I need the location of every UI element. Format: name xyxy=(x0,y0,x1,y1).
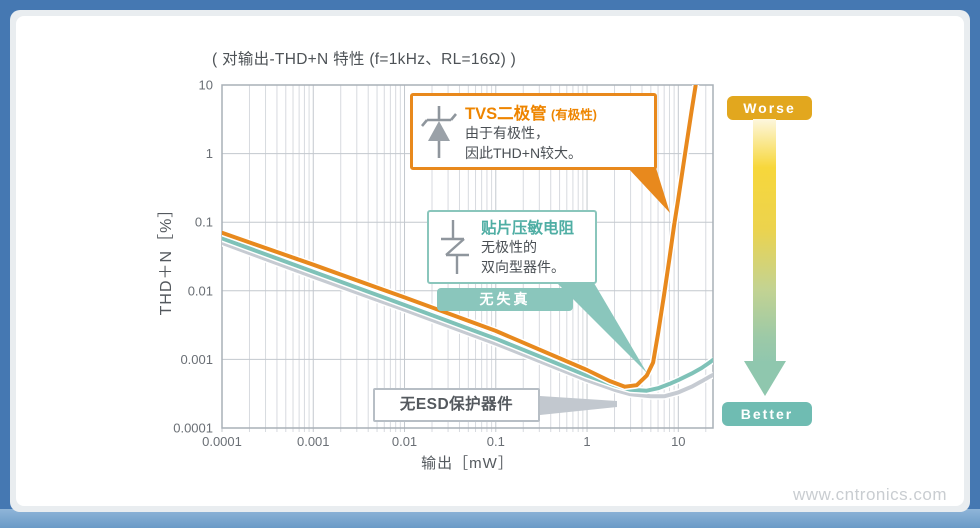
series-贴片压敏电阻 xyxy=(222,236,713,393)
varistor-icon xyxy=(429,218,481,276)
x-tick-label: 1 xyxy=(583,434,590,449)
x-tick-label: 0.1 xyxy=(487,434,505,449)
tvs-diode-icon xyxy=(413,104,465,160)
varistor-callout-title: 贴片压敏电阻 xyxy=(481,220,575,238)
frame-bottom-strip xyxy=(0,509,980,528)
tvs-callout-line2: 因此THD+N较大。 xyxy=(465,144,583,161)
series-TVS二极管（有极性） xyxy=(222,85,698,389)
x-axis-title: 输出［mW］ xyxy=(421,455,514,472)
watermark: www.cntronics.com xyxy=(793,485,947,504)
x-tick-label: 0.0001 xyxy=(202,434,242,449)
series-无ESD保护器件 xyxy=(222,240,713,399)
arrow-down-head-icon xyxy=(744,361,786,396)
x-tick-label: 0.001 xyxy=(297,434,330,449)
varistor-callout-line1: 无极性的 xyxy=(481,239,537,256)
y-tick-label: 1 xyxy=(206,146,213,161)
worse-better-gradient-arrow xyxy=(753,119,776,362)
varistor-callout-line2: 双向型器件。 xyxy=(481,259,565,275)
y-tick-label: 0.0001 xyxy=(173,421,213,436)
tvs-callout-title: TVS二极管 xyxy=(465,104,547,123)
varistor-callout: 贴片压敏电阻 无极性的 双向型器件。 xyxy=(427,210,597,284)
better-badge: Better xyxy=(722,402,812,426)
y-tick-label: 0.1 xyxy=(195,215,213,230)
tvs-callout-line1: 由于有极性， xyxy=(465,124,549,141)
no-esd-protection-label: 无ESD保护器件 xyxy=(373,388,540,422)
worse-badge: Worse xyxy=(727,96,812,120)
y-tick-label: 10 xyxy=(199,78,213,93)
tvs-callout-title-suffix: (有极性) xyxy=(551,107,597,122)
x-tick-label: 0.01 xyxy=(392,434,417,449)
x-tick-label: 10 xyxy=(671,434,685,449)
y-tick-label: 0.01 xyxy=(188,283,213,298)
chart-title: ( 对输出-THD+N 特性 (f=1kHz、RL=16Ω) ) xyxy=(212,51,517,68)
tvs-callout: TVS二极管 (有极性) 由于有极性， 因此THD+N较大。 xyxy=(410,93,657,170)
no-distortion-badge: 无失真 xyxy=(437,288,573,311)
y-axis-title: THD＋N［%］ xyxy=(158,200,175,316)
y-tick-label: 0.001 xyxy=(180,352,213,367)
